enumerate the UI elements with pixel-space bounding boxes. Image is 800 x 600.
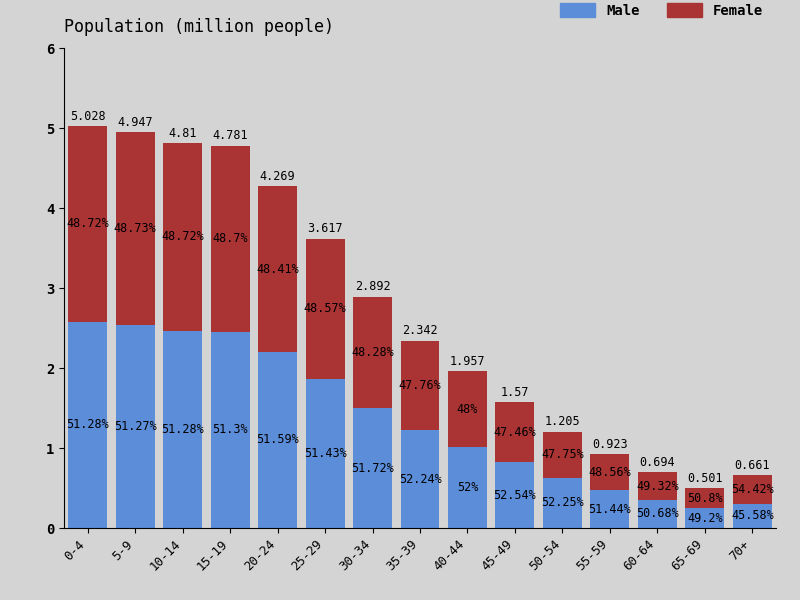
Bar <box>448 371 487 446</box>
Text: 0.501: 0.501 <box>687 472 722 485</box>
Text: 48.41%: 48.41% <box>256 263 299 275</box>
Bar <box>495 462 534 528</box>
Text: 0.923: 0.923 <box>592 438 628 451</box>
Text: 2.342: 2.342 <box>402 325 438 337</box>
Text: 1.957: 1.957 <box>450 355 486 368</box>
Bar <box>68 322 107 528</box>
Text: 4.947: 4.947 <box>118 116 153 129</box>
Bar <box>163 143 202 331</box>
Bar <box>543 478 582 528</box>
Text: 48.7%: 48.7% <box>212 232 248 245</box>
Bar <box>590 454 630 490</box>
Text: 47.75%: 47.75% <box>541 448 584 461</box>
Text: 51.59%: 51.59% <box>256 433 299 446</box>
Text: 4.269: 4.269 <box>260 170 295 183</box>
Text: 48%: 48% <box>457 403 478 416</box>
Bar <box>353 296 392 409</box>
Text: 51.43%: 51.43% <box>304 447 346 460</box>
Bar <box>258 187 297 352</box>
Bar <box>306 379 345 528</box>
Text: 51.3%: 51.3% <box>212 424 248 436</box>
Bar <box>401 430 439 528</box>
Text: 0.661: 0.661 <box>734 459 770 472</box>
Legend: Male, Female: Male, Female <box>554 0 769 23</box>
Text: 52.54%: 52.54% <box>494 488 536 502</box>
Text: 47.46%: 47.46% <box>494 426 536 439</box>
Text: 48.57%: 48.57% <box>304 302 346 316</box>
Bar <box>68 126 107 322</box>
Bar <box>210 146 250 332</box>
Text: 4.81: 4.81 <box>169 127 197 140</box>
Text: 48.72%: 48.72% <box>162 230 204 244</box>
Bar <box>116 325 154 528</box>
Text: 48.73%: 48.73% <box>114 222 157 235</box>
Bar <box>401 341 439 430</box>
Text: 54.42%: 54.42% <box>731 483 774 496</box>
Text: 48.72%: 48.72% <box>66 217 109 230</box>
Bar <box>210 332 250 528</box>
Text: 49.2%: 49.2% <box>687 512 722 524</box>
Text: 47.76%: 47.76% <box>398 379 442 392</box>
Text: 50.68%: 50.68% <box>636 508 678 520</box>
Bar <box>733 504 772 528</box>
Text: 1.205: 1.205 <box>545 415 580 428</box>
Text: 51.44%: 51.44% <box>589 503 631 515</box>
Text: 0.694: 0.694 <box>639 456 675 469</box>
Text: 50.8%: 50.8% <box>687 491 722 505</box>
Text: 3.617: 3.617 <box>307 223 343 235</box>
Text: 52%: 52% <box>457 481 478 494</box>
Text: 51.72%: 51.72% <box>351 461 394 475</box>
Text: 1.57: 1.57 <box>501 386 529 399</box>
Bar <box>590 490 630 528</box>
Bar <box>448 446 487 528</box>
Bar <box>686 508 724 528</box>
Bar <box>495 403 534 462</box>
Text: 52.24%: 52.24% <box>398 473 442 485</box>
Text: Population (million people): Population (million people) <box>64 18 334 36</box>
Bar <box>258 352 297 528</box>
Text: 4.781: 4.781 <box>212 130 248 142</box>
Bar <box>638 472 677 500</box>
Bar <box>733 475 772 504</box>
Text: 51.28%: 51.28% <box>66 418 109 431</box>
Bar <box>306 239 345 379</box>
Bar <box>686 488 724 508</box>
Bar <box>353 409 392 528</box>
Text: 45.58%: 45.58% <box>731 509 774 523</box>
Bar <box>116 132 154 325</box>
Text: 48.56%: 48.56% <box>589 466 631 479</box>
Bar <box>163 331 202 528</box>
Text: 51.28%: 51.28% <box>162 423 204 436</box>
Bar <box>543 431 582 478</box>
Bar <box>638 500 677 528</box>
Text: 51.27%: 51.27% <box>114 420 157 433</box>
Text: 5.028: 5.028 <box>70 110 106 122</box>
Text: 52.25%: 52.25% <box>541 496 584 509</box>
Text: 48.28%: 48.28% <box>351 346 394 359</box>
Text: 49.32%: 49.32% <box>636 479 678 493</box>
Text: 2.892: 2.892 <box>354 280 390 293</box>
